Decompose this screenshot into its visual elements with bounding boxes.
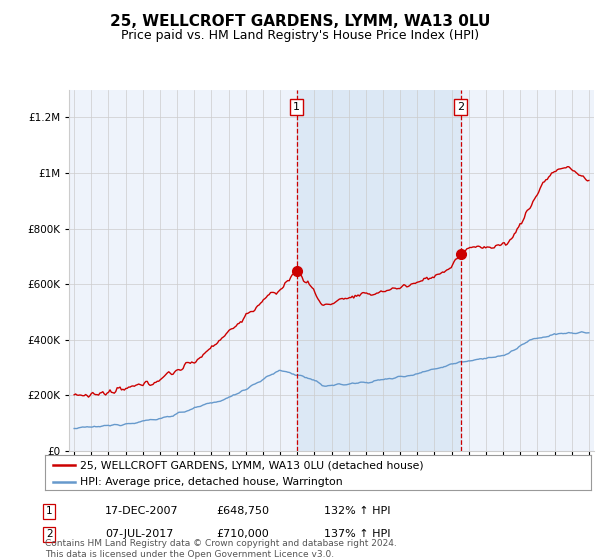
Text: 1: 1 (293, 102, 300, 112)
Text: 137% ↑ HPI: 137% ↑ HPI (324, 529, 391, 539)
Text: £710,000: £710,000 (216, 529, 269, 539)
Text: Price paid vs. HM Land Registry's House Price Index (HPI): Price paid vs. HM Land Registry's House … (121, 29, 479, 42)
Text: 25, WELLCROFT GARDENS, LYMM, WA13 0LU (detached house): 25, WELLCROFT GARDENS, LYMM, WA13 0LU (d… (80, 460, 424, 470)
Text: 2: 2 (457, 102, 464, 112)
Text: HPI: Average price, detached house, Warrington: HPI: Average price, detached house, Warr… (80, 477, 343, 487)
Bar (296, 90, 461, 451)
Text: 2: 2 (46, 529, 53, 539)
Text: 25, WELLCROFT GARDENS, LYMM, WA13 0LU: 25, WELLCROFT GARDENS, LYMM, WA13 0LU (110, 14, 490, 29)
Text: 07-JUL-2017: 07-JUL-2017 (105, 529, 173, 539)
Text: 132% ↑ HPI: 132% ↑ HPI (324, 506, 391, 516)
Text: £648,750: £648,750 (216, 506, 269, 516)
Text: Contains HM Land Registry data © Crown copyright and database right 2024.
This d: Contains HM Land Registry data © Crown c… (45, 539, 397, 559)
Text: 1: 1 (46, 506, 53, 516)
Text: 17-DEC-2007: 17-DEC-2007 (105, 506, 179, 516)
